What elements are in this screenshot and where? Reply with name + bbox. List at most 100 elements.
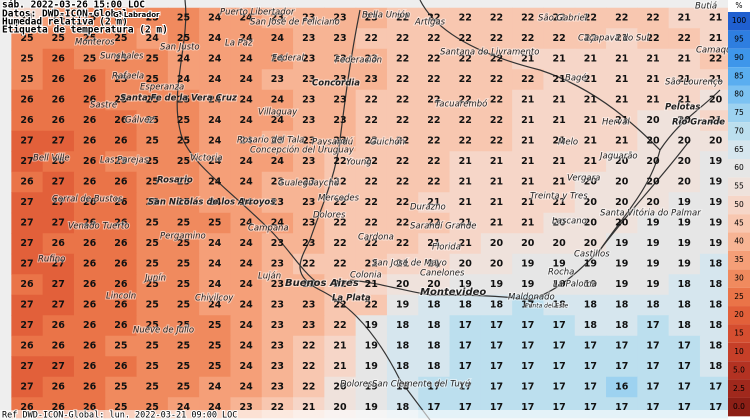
- temperature-value: 19: [678, 238, 691, 249]
- temperature-value: 23: [302, 54, 315, 65]
- temperature-value: 17: [427, 402, 440, 413]
- temperature-value: 25: [177, 341, 190, 352]
- cell-color: [637, 356, 670, 378]
- cell-color: [11, 110, 44, 132]
- cell-color: [386, 315, 419, 337]
- temperature-value: 22: [271, 402, 284, 413]
- temperature-value: 22: [302, 361, 315, 372]
- temperature-value: 24: [239, 13, 253, 24]
- temperature-value: 22: [396, 54, 409, 65]
- cell-color: [11, 89, 44, 111]
- cell-color: [105, 192, 138, 214]
- cell-color: [105, 48, 138, 70]
- cell-color: [449, 7, 482, 29]
- cell-color: [512, 69, 544, 91]
- cell-color: [11, 130, 44, 152]
- cell-color: [606, 171, 638, 193]
- temperature-value: 22: [365, 33, 378, 44]
- cell-color: [637, 335, 670, 357]
- place: Paysandú: [312, 138, 353, 148]
- cell-color: [105, 356, 138, 378]
- cell-color: [418, 294, 451, 316]
- temperature-value: 25: [114, 402, 127, 413]
- temperature-value: 27: [20, 300, 33, 311]
- temperature-value: 24: [271, 95, 285, 106]
- header-line: sáb. 2022-03-26 15:00 LOC: [2, 0, 145, 11]
- cell-color: [261, 294, 294, 316]
- temperature-value: 20: [490, 259, 504, 270]
- temperature-value: 24: [239, 341, 253, 352]
- place: Sarandí Grande: [410, 222, 476, 232]
- temperature-value: 17: [646, 382, 659, 393]
- temperature-value: 21: [20, 13, 33, 24]
- temperature-value: 27: [52, 361, 65, 372]
- temperature-value: 25: [177, 218, 190, 229]
- temperature-value: 25: [146, 382, 159, 393]
- temperature-value: 25: [177, 197, 190, 208]
- temperature-value: 25: [177, 361, 190, 372]
- temperature-value: 21: [552, 177, 565, 188]
- coastline-west: [299, 9, 431, 420]
- temperature-value: 23: [333, 33, 346, 44]
- temperature-value: 22: [302, 259, 315, 270]
- cell-color: [418, 89, 451, 111]
- temperature-value: 21: [646, 54, 659, 65]
- temperature-value: 17: [490, 320, 503, 331]
- cell-color: [199, 294, 231, 316]
- cell-color: [230, 274, 263, 296]
- temperature-value: 22: [678, 33, 691, 44]
- temperature-value: 23: [271, 300, 284, 311]
- cell-color: [355, 48, 388, 70]
- cell-color: [480, 356, 513, 378]
- temperature-value: 22: [427, 54, 440, 65]
- cell-color: [11, 192, 44, 214]
- cell-color: [637, 192, 670, 214]
- temperature-value: 21: [584, 136, 597, 147]
- cell-color: [324, 28, 357, 50]
- place: Artigas: [414, 18, 446, 28]
- temperature-value: 23: [302, 95, 315, 106]
- cell-color: [449, 69, 482, 91]
- temperature-value: 22: [427, 13, 440, 24]
- cell-color: [355, 356, 388, 378]
- temperature-value: 23: [271, 238, 284, 249]
- cell-color: [699, 28, 732, 50]
- temperature-value: 26: [52, 54, 66, 65]
- cell-color: [73, 110, 106, 132]
- temperature-value: 22: [521, 74, 534, 85]
- cell-color: [11, 28, 44, 50]
- temperature-value: 24: [208, 300, 222, 311]
- temperature-value: 22: [365, 177, 378, 188]
- cell-color: [637, 7, 670, 29]
- temperature-value: 21: [521, 177, 534, 188]
- cell-color: [386, 212, 419, 234]
- temperature-value: 21: [615, 95, 628, 106]
- cell-color: [449, 89, 482, 111]
- cell-color: [324, 7, 357, 29]
- temperature-value: 23: [271, 136, 284, 147]
- cell-color: [574, 376, 607, 398]
- place: Melo: [558, 138, 578, 148]
- cell-color: [418, 151, 451, 173]
- temperature-value: 24: [208, 115, 222, 126]
- cell-color: [199, 253, 231, 275]
- cell-color: [73, 274, 106, 296]
- cell-color: [574, 7, 607, 29]
- cell-color: [543, 233, 576, 255]
- cell-color: [606, 356, 638, 378]
- cell-color: [668, 7, 701, 29]
- cell-color: [574, 69, 607, 91]
- cell-color: [355, 253, 388, 275]
- temperature-value: 21: [521, 218, 534, 229]
- cell-color: [386, 335, 419, 357]
- colorbar-label: 40: [734, 237, 744, 246]
- temperature-value: 22: [302, 382, 315, 393]
- cell-color: [11, 315, 44, 337]
- cell-color: [606, 130, 638, 152]
- temperature-value: 22: [584, 13, 597, 24]
- header: sáb. 2022-03-26 15:00 LOC Datos: DWD-ICO…: [1, 0, 169, 37]
- cell-color: [418, 233, 451, 255]
- temperature-value: 22: [365, 197, 378, 208]
- temperature-value: 26: [52, 238, 66, 249]
- temperature-value: 24: [239, 218, 253, 229]
